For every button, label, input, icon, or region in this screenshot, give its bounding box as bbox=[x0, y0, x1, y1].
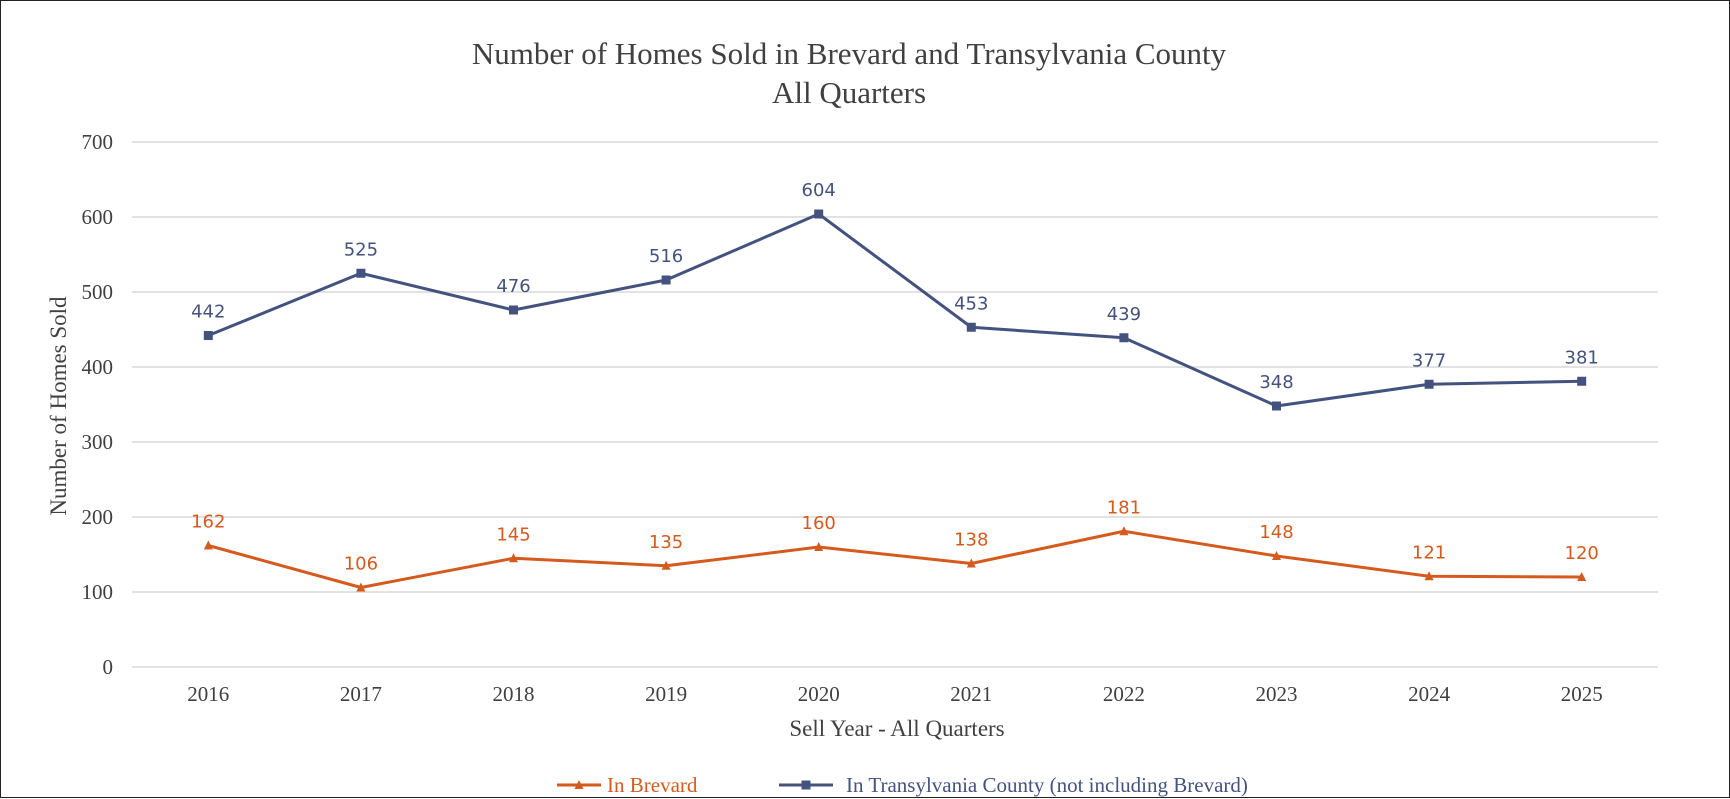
x-tick-label: 2020 bbox=[798, 682, 840, 706]
legend-label: In Transylvania County (not including Br… bbox=[846, 773, 1248, 797]
square-marker bbox=[509, 305, 518, 315]
legend-triangle-marker bbox=[574, 780, 584, 789]
data-label: 162 bbox=[191, 512, 225, 533]
y-tick-label: 500 bbox=[82, 280, 114, 304]
square-marker bbox=[1577, 376, 1587, 386]
x-tick-label: 2021 bbox=[950, 682, 992, 706]
y-tick-label: 600 bbox=[82, 205, 114, 229]
square-marker bbox=[356, 268, 366, 278]
data-label: 121 bbox=[1412, 542, 1446, 563]
data-label: 106 bbox=[344, 554, 378, 575]
legend-item-0: In Brevard bbox=[557, 773, 698, 797]
data-label: 135 bbox=[649, 532, 683, 553]
y-tick-label: 100 bbox=[82, 580, 114, 604]
data-label: 120 bbox=[1565, 543, 1599, 564]
legend: In Brevard In Transylvania County (not in… bbox=[557, 773, 1248, 797]
series-line bbox=[207, 212, 1582, 408]
y-tick-label: 700 bbox=[82, 130, 114, 154]
triangle-marker bbox=[1272, 551, 1281, 560]
x-tick-label: 2019 bbox=[645, 682, 687, 706]
chart-subtitle: All Quarters bbox=[772, 75, 926, 110]
data-label: 181 bbox=[1107, 497, 1141, 518]
data-label: 160 bbox=[802, 513, 836, 534]
square-marker bbox=[1272, 401, 1281, 411]
series-0: 162 106 145 135 160 138 181 148 121 120 bbox=[191, 497, 1599, 592]
data-label: 525 bbox=[344, 239, 378, 260]
square-marker bbox=[1119, 333, 1129, 343]
legend-item-1: In Transylvania County (not including Br… bbox=[779, 773, 1248, 797]
data-label: 381 bbox=[1565, 347, 1599, 368]
data-label: 516 bbox=[649, 246, 683, 267]
triangle-marker bbox=[509, 553, 518, 563]
data-label: 138 bbox=[954, 530, 988, 551]
triangle-marker bbox=[966, 558, 976, 568]
data-label: 476 bbox=[496, 276, 530, 297]
square-marker bbox=[966, 322, 976, 332]
x-tick-label: 2022 bbox=[1103, 682, 1145, 706]
square-marker bbox=[661, 275, 671, 285]
x-tick-label: 2018 bbox=[493, 682, 535, 706]
triangle-marker bbox=[814, 542, 824, 551]
x-tick-label: 2017 bbox=[340, 682, 382, 706]
y-tick-label: 200 bbox=[82, 505, 114, 529]
x-tick-label: 2025 bbox=[1561, 682, 1603, 706]
y-tick-label: 300 bbox=[82, 430, 114, 454]
triangle-marker bbox=[1577, 572, 1587, 581]
x-axis-ticks: 2016 2017 2018 2019 2020 2021 2022 2023 2024 2025 bbox=[187, 682, 1602, 706]
x-tick-label: 2023 bbox=[1256, 682, 1298, 706]
square-marker bbox=[814, 209, 824, 219]
triangle-marker bbox=[1424, 571, 1434, 581]
data-label: 453 bbox=[954, 293, 988, 314]
triangle-marker bbox=[203, 540, 213, 550]
legend-label: In Brevard bbox=[607, 773, 698, 797]
y-axis-label: Number of Homes Sold bbox=[46, 296, 71, 516]
triangle-marker bbox=[1119, 526, 1129, 536]
chart-title: Number of Homes Sold in Brevard and Tran… bbox=[472, 36, 1227, 71]
data-label: 604 bbox=[802, 180, 836, 201]
data-label: 442 bbox=[191, 302, 225, 323]
data-label: 145 bbox=[496, 524, 530, 545]
x-tick-label: 2024 bbox=[1408, 682, 1451, 706]
triangle-marker bbox=[356, 582, 366, 592]
data-label: 348 bbox=[1259, 372, 1293, 393]
y-tick-label: 400 bbox=[82, 355, 114, 379]
gridlines bbox=[132, 141, 1658, 668]
data-label: 148 bbox=[1259, 522, 1293, 543]
data-label: 377 bbox=[1412, 350, 1446, 371]
data-label: 439 bbox=[1107, 304, 1141, 325]
x-tick-label: 2016 bbox=[187, 682, 229, 706]
series-line bbox=[207, 529, 1582, 589]
series-1: 442 525 476 516 604 453 439 348 377 381 bbox=[191, 180, 1599, 411]
series-layer: 162 106 145 135 160 138 181 148 121 120 442 525 476 5… bbox=[191, 180, 1599, 592]
triangle-marker bbox=[661, 560, 671, 570]
x-axis-label: Sell Year - All Quarters bbox=[789, 716, 1004, 741]
square-marker bbox=[203, 331, 213, 340]
y-axis-ticks: 0 100 200 300 400 500 600 700 bbox=[82, 130, 114, 679]
y-tick-label: 0 bbox=[103, 655, 114, 679]
legend-square-marker bbox=[801, 780, 811, 790]
square-marker bbox=[1424, 379, 1434, 389]
